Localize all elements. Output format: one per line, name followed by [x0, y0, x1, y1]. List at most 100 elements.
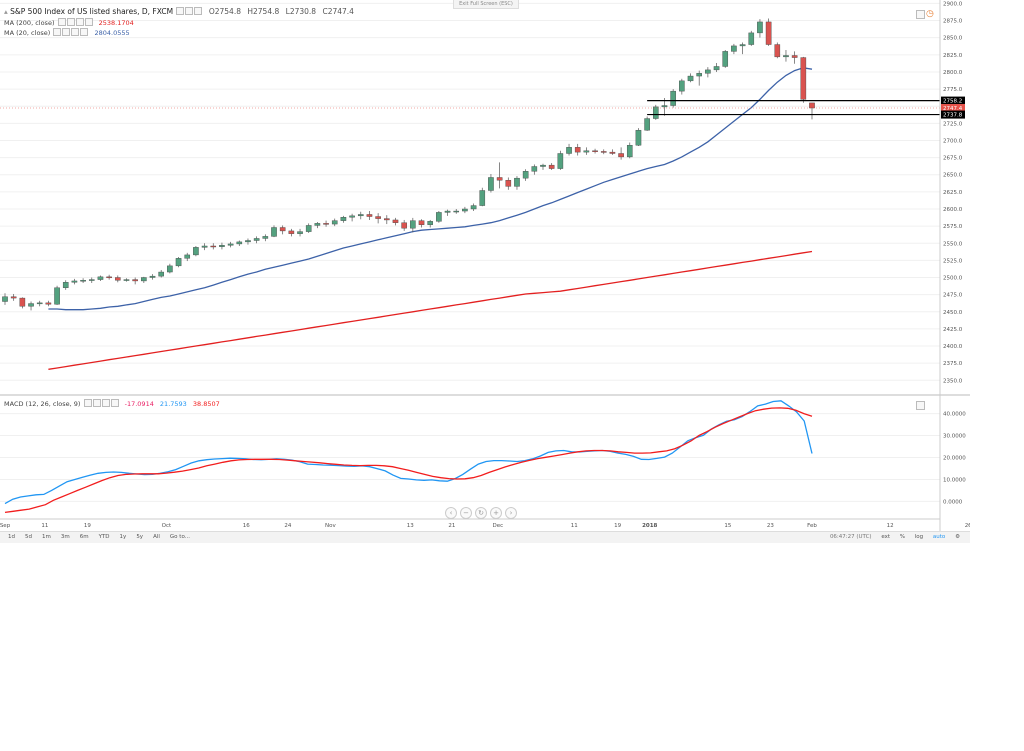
settings-icon[interactable] — [185, 7, 194, 15]
macd-hist-value: -17.0914 — [124, 400, 154, 408]
clock-time: 06:47:27 (UTC) — [829, 534, 872, 540]
candle-down — [106, 276, 112, 279]
ma20-label[interactable]: MA (20, close) — [4, 29, 51, 37]
range-ytd-button[interactable]: YTD — [98, 534, 110, 540]
eye-icon[interactable] — [57, 18, 66, 26]
time-tick-label: 15 — [724, 523, 731, 529]
macd-label[interactable]: MACD (12, 26, close, 9) — [4, 400, 81, 408]
price-tick-label: 2525.0 — [943, 258, 963, 264]
macd-axis[interactable]: 0.0000 10.0000 20.0000 30.0000 40.0000 — [943, 412, 966, 506]
settings-icon[interactable] — [66, 18, 75, 26]
symbol-title[interactable]: S&P 500 Index of US listed shares, D, FX… — [10, 7, 174, 16]
settings-gear-icon[interactable]: ⚙ — [955, 534, 960, 540]
range-6m-button[interactable]: 6m — [79, 534, 89, 540]
candle-up — [331, 220, 338, 225]
range-all-button[interactable]: All — [153, 534, 160, 540]
candle-down — [505, 180, 512, 187]
candle-up — [28, 303, 34, 307]
range-5y-button[interactable]: 5y — [136, 534, 144, 540]
candle-down — [10, 296, 17, 299]
macd-tick-label: 30.0000 — [943, 434, 966, 440]
eye-icon[interactable] — [176, 7, 185, 15]
candle-up — [531, 166, 538, 172]
zoom-in-icon[interactable]: + — [490, 507, 502, 519]
reset-icon[interactable]: ↻ — [475, 507, 487, 519]
chart-svg: 2350.0 2375.0 2400.0 2425.0 2450.0 2475.0 2500… — [0, 0, 970, 531]
price-tick-label: 2475.0 — [943, 293, 963, 299]
candle-down — [19, 297, 26, 307]
percent-toggle[interactable]: % — [899, 534, 906, 540]
chart-settings-icon[interactable] — [916, 10, 925, 19]
candle-up — [696, 73, 702, 77]
candle-up — [201, 245, 208, 248]
candle-up — [62, 282, 69, 288]
chart-container[interactable]: 2350.0 2375.0 2400.0 2425.0 2450.0 2475.0 2500… — [0, 0, 970, 545]
range-3m-button[interactable]: 3m — [60, 534, 70, 540]
candle-down — [809, 102, 815, 109]
time-tick-label: Nov — [325, 523, 336, 529]
range-1y-button[interactable]: 1y — [119, 534, 127, 540]
source-icon[interactable] — [75, 18, 84, 26]
settings-icon[interactable] — [62, 28, 71, 36]
range-1m-button[interactable]: 1m — [42, 534, 51, 540]
zoom-out-icon[interactable]: − — [460, 507, 472, 519]
close-icon[interactable] — [80, 28, 89, 36]
macd-lines — [4, 400, 813, 514]
exit-fullscreen-button[interactable]: Exit Full Screen (ESC) — [453, 0, 519, 9]
candle-down — [279, 227, 286, 232]
range-5d-button[interactable]: 5d — [25, 534, 32, 540]
bottom-toolbar: 1d 5d 1m 3m 6m YTD 1y 5y All Go to... 06:47:27 (U… — [0, 531, 970, 543]
price-label-upper-bg — [941, 96, 965, 105]
candle-up — [644, 118, 650, 131]
macd-tick-label: 10.0000 — [943, 477, 966, 483]
eye-icon[interactable] — [53, 28, 62, 36]
candle-up — [479, 190, 486, 206]
candle-up — [713, 66, 720, 71]
macd-signal-value: 38.8507 — [192, 400, 220, 408]
price-axis[interactable]: 2350.0 2375.0 2400.0 2425.0 2450.0 2475.0 2500… — [943, 1, 963, 384]
time-tick-label: 21 — [448, 523, 455, 529]
log-toggle[interactable]: log — [914, 534, 924, 540]
candle-down — [609, 151, 616, 154]
candle-up — [271, 227, 277, 237]
time-tick-label: 13 — [407, 523, 414, 529]
eye-icon[interactable] — [83, 399, 92, 407]
close-icon[interactable] — [194, 7, 203, 15]
bottom-right-controls: 06:47:27 (UTC) ext % log auto ⚙ — [826, 532, 964, 543]
candle-up — [97, 276, 104, 280]
range-1d-button[interactable]: 1d — [8, 534, 15, 540]
time-tick-label: 11 — [41, 523, 48, 529]
source-icon[interactable] — [71, 28, 80, 36]
ma200-label[interactable]: MA (200, close) — [4, 19, 55, 27]
scroll-left-icon[interactable]: ‹ — [445, 507, 457, 519]
candle-up — [175, 258, 182, 267]
close-icon[interactable] — [84, 18, 93, 26]
price-tick-label: 2400.0 — [943, 344, 963, 350]
source-icon[interactable] — [101, 399, 110, 407]
time-tick-label: Dec — [493, 523, 504, 529]
ext-toggle[interactable]: ext — [881, 534, 891, 540]
alert-clock-icon[interactable]: ◷ — [926, 9, 934, 19]
candle-down — [210, 245, 217, 248]
candle-up — [219, 245, 225, 247]
candle-up — [167, 265, 173, 273]
candle-up — [670, 90, 676, 106]
pane-maximize-icon[interactable] — [916, 401, 925, 410]
macd-line-value: 21.7593 — [159, 400, 187, 408]
price-label-close: 2747.4 — [943, 106, 963, 112]
ma20-legend: MA (20, close) 2804.0555 — [4, 28, 130, 38]
goto-button[interactable]: Go to... — [169, 534, 190, 540]
candle-up — [227, 243, 234, 246]
candle-up — [653, 106, 659, 119]
settings-icon[interactable] — [92, 399, 101, 407]
close-icon[interactable] — [110, 399, 119, 407]
auto-toggle[interactable]: auto — [932, 534, 946, 540]
time-axis[interactable]: Sep 11 19 Oct 16 24 Nov 13 21 Dec 11 19 2018 15 23 Feb 1… — [0, 518, 970, 529]
legend-collapse-icon[interactable]: ▴ — [4, 7, 8, 16]
ohlc-open: O2754.8 — [208, 7, 241, 16]
candle-up — [2, 296, 8, 302]
candle-up — [427, 221, 433, 225]
scroll-right-icon[interactable]: › — [505, 507, 517, 519]
candle-up — [193, 247, 199, 256]
